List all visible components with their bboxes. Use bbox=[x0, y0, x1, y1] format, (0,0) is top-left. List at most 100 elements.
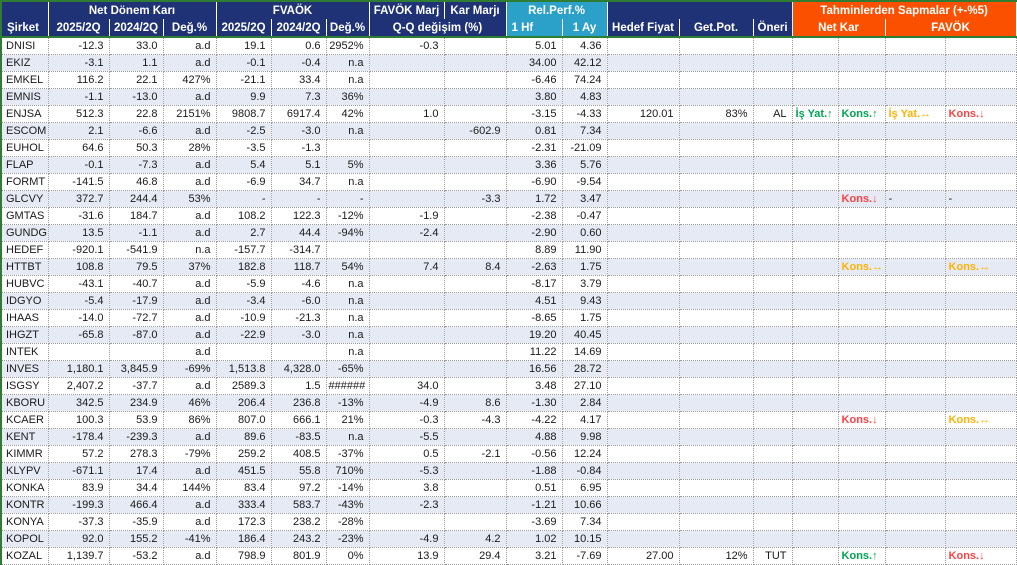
deviation-cell[interactable]: Kons.↔ bbox=[945, 411, 1017, 429]
value-cell[interactable] bbox=[679, 343, 754, 361]
value-cell[interactable]: -920.1 bbox=[48, 241, 110, 259]
value-cell[interactable] bbox=[444, 88, 507, 106]
value-cell[interactable] bbox=[444, 496, 507, 514]
value-cell[interactable] bbox=[607, 377, 680, 395]
value-cell[interactable] bbox=[679, 71, 754, 89]
value-cell[interactable] bbox=[753, 309, 793, 327]
value-cell[interactable] bbox=[753, 428, 793, 446]
deviation-cell[interactable] bbox=[838, 530, 886, 548]
value-cell[interactable]: -5.9 bbox=[216, 275, 272, 293]
value-cell[interactable]: 184.7 bbox=[109, 207, 164, 225]
value-cell[interactable]: -5.5 bbox=[369, 428, 445, 446]
value-cell[interactable]: a.d bbox=[163, 547, 217, 565]
value-cell[interactable] bbox=[679, 241, 754, 259]
value-cell[interactable]: -41% bbox=[163, 530, 217, 548]
deviation-cell[interactable] bbox=[838, 343, 886, 361]
deviation-cell[interactable] bbox=[885, 156, 946, 174]
value-cell[interactable]: -17.9 bbox=[109, 292, 164, 310]
value-cell[interactable]: 34.00 bbox=[506, 54, 563, 72]
value-cell[interactable]: -13% bbox=[326, 394, 370, 412]
value-cell[interactable]: 53.9 bbox=[109, 411, 164, 429]
company-cell[interactable]: ENJSA bbox=[1, 105, 49, 123]
company-cell[interactable]: GMTAS bbox=[1, 207, 49, 225]
deviation-cell[interactable] bbox=[792, 394, 839, 412]
value-cell[interactable]: 53% bbox=[163, 190, 217, 208]
value-cell[interactable] bbox=[369, 360, 445, 378]
value-cell[interactable]: 36% bbox=[326, 88, 370, 106]
value-cell[interactable]: TUT bbox=[753, 547, 793, 565]
value-cell[interactable] bbox=[679, 411, 754, 429]
value-cell[interactable]: 243.2 bbox=[271, 530, 327, 548]
deviation-cell[interactable] bbox=[792, 122, 839, 140]
value-cell[interactable] bbox=[679, 190, 754, 208]
value-cell[interactable]: a.d bbox=[163, 326, 217, 344]
value-cell[interactable]: -1.88 bbox=[506, 462, 563, 480]
value-cell[interactable]: -3.0 bbox=[271, 326, 327, 344]
value-cell[interactable] bbox=[369, 139, 445, 157]
value-cell[interactable]: 3.21 bbox=[506, 547, 563, 565]
value-cell[interactable]: 34.7 bbox=[271, 173, 327, 191]
deviation-cell[interactable] bbox=[792, 360, 839, 378]
value-cell[interactable]: n.a bbox=[163, 241, 217, 259]
value-cell[interactable]: -0.84 bbox=[562, 462, 608, 480]
value-cell[interactable]: 57.2 bbox=[48, 445, 110, 463]
value-cell[interactable]: -0.1 bbox=[216, 54, 272, 72]
value-cell[interactable] bbox=[679, 224, 754, 242]
deviation-cell[interactable] bbox=[838, 275, 886, 293]
value-cell[interactable]: -1.3 bbox=[271, 139, 327, 157]
value-cell[interactable]: ###### bbox=[326, 377, 370, 395]
value-cell[interactable]: 4.2 bbox=[444, 530, 507, 548]
value-cell[interactable] bbox=[369, 513, 445, 531]
value-cell[interactable]: n.a bbox=[326, 71, 370, 89]
value-cell[interactable] bbox=[607, 411, 680, 429]
value-cell[interactable]: 666.1 bbox=[271, 411, 327, 429]
company-cell[interactable]: IHAAS bbox=[1, 309, 49, 327]
deviation-cell[interactable] bbox=[945, 479, 1017, 497]
value-cell[interactable]: 54% bbox=[326, 258, 370, 276]
value-cell[interactable]: n.a bbox=[326, 343, 370, 361]
value-cell[interactable] bbox=[607, 173, 680, 191]
deviation-cell[interactable] bbox=[838, 377, 886, 395]
value-cell[interactable]: -2.38 bbox=[506, 207, 563, 225]
value-cell[interactable]: -141.5 bbox=[48, 173, 110, 191]
value-cell[interactable]: -1.21 bbox=[506, 496, 563, 514]
deviation-cell[interactable] bbox=[945, 241, 1017, 259]
value-cell[interactable]: -3.15 bbox=[506, 105, 563, 123]
value-cell[interactable]: 9808.7 bbox=[216, 105, 272, 123]
company-cell[interactable]: HEDEF bbox=[1, 241, 49, 259]
deviation-cell[interactable] bbox=[838, 122, 886, 140]
value-cell[interactable] bbox=[679, 479, 754, 497]
value-cell[interactable] bbox=[444, 105, 507, 123]
value-cell[interactable] bbox=[753, 190, 793, 208]
deviation-cell[interactable] bbox=[838, 88, 886, 106]
value-cell[interactable] bbox=[607, 122, 680, 140]
value-cell[interactable]: -4.9 bbox=[369, 394, 445, 412]
deviation-cell[interactable] bbox=[885, 479, 946, 497]
value-cell[interactable]: 83.4 bbox=[216, 479, 272, 497]
value-cell[interactable]: -0.56 bbox=[506, 445, 563, 463]
value-cell[interactable]: n.a bbox=[326, 173, 370, 191]
value-cell[interactable]: 42% bbox=[326, 105, 370, 123]
value-cell[interactable]: -13.0 bbox=[109, 88, 164, 106]
deviation-cell[interactable] bbox=[792, 479, 839, 497]
value-cell[interactable]: 1.02 bbox=[506, 530, 563, 548]
deviation-cell[interactable] bbox=[945, 377, 1017, 395]
deviation-cell[interactable]: Kons.↓ bbox=[838, 411, 886, 429]
value-cell[interactable]: -28% bbox=[326, 513, 370, 531]
deviation-cell[interactable] bbox=[945, 224, 1017, 242]
value-cell[interactable]: n.a bbox=[326, 275, 370, 293]
value-cell[interactable] bbox=[679, 122, 754, 140]
value-cell[interactable]: 144% bbox=[163, 479, 217, 497]
value-cell[interactable] bbox=[444, 309, 507, 327]
deviation-cell[interactable] bbox=[885, 343, 946, 361]
deviation-cell[interactable] bbox=[885, 462, 946, 480]
deviation-cell[interactable] bbox=[792, 139, 839, 157]
value-cell[interactable]: -37.3 bbox=[48, 513, 110, 531]
value-cell[interactable] bbox=[679, 275, 754, 293]
deviation-cell[interactable]: Kons.↓ bbox=[945, 547, 1017, 565]
value-cell[interactable]: 238.2 bbox=[271, 513, 327, 531]
value-cell[interactable]: 1.5 bbox=[271, 377, 327, 395]
value-cell[interactable]: a.d bbox=[163, 88, 217, 106]
value-cell[interactable] bbox=[679, 173, 754, 191]
deviation-cell[interactable] bbox=[838, 360, 886, 378]
